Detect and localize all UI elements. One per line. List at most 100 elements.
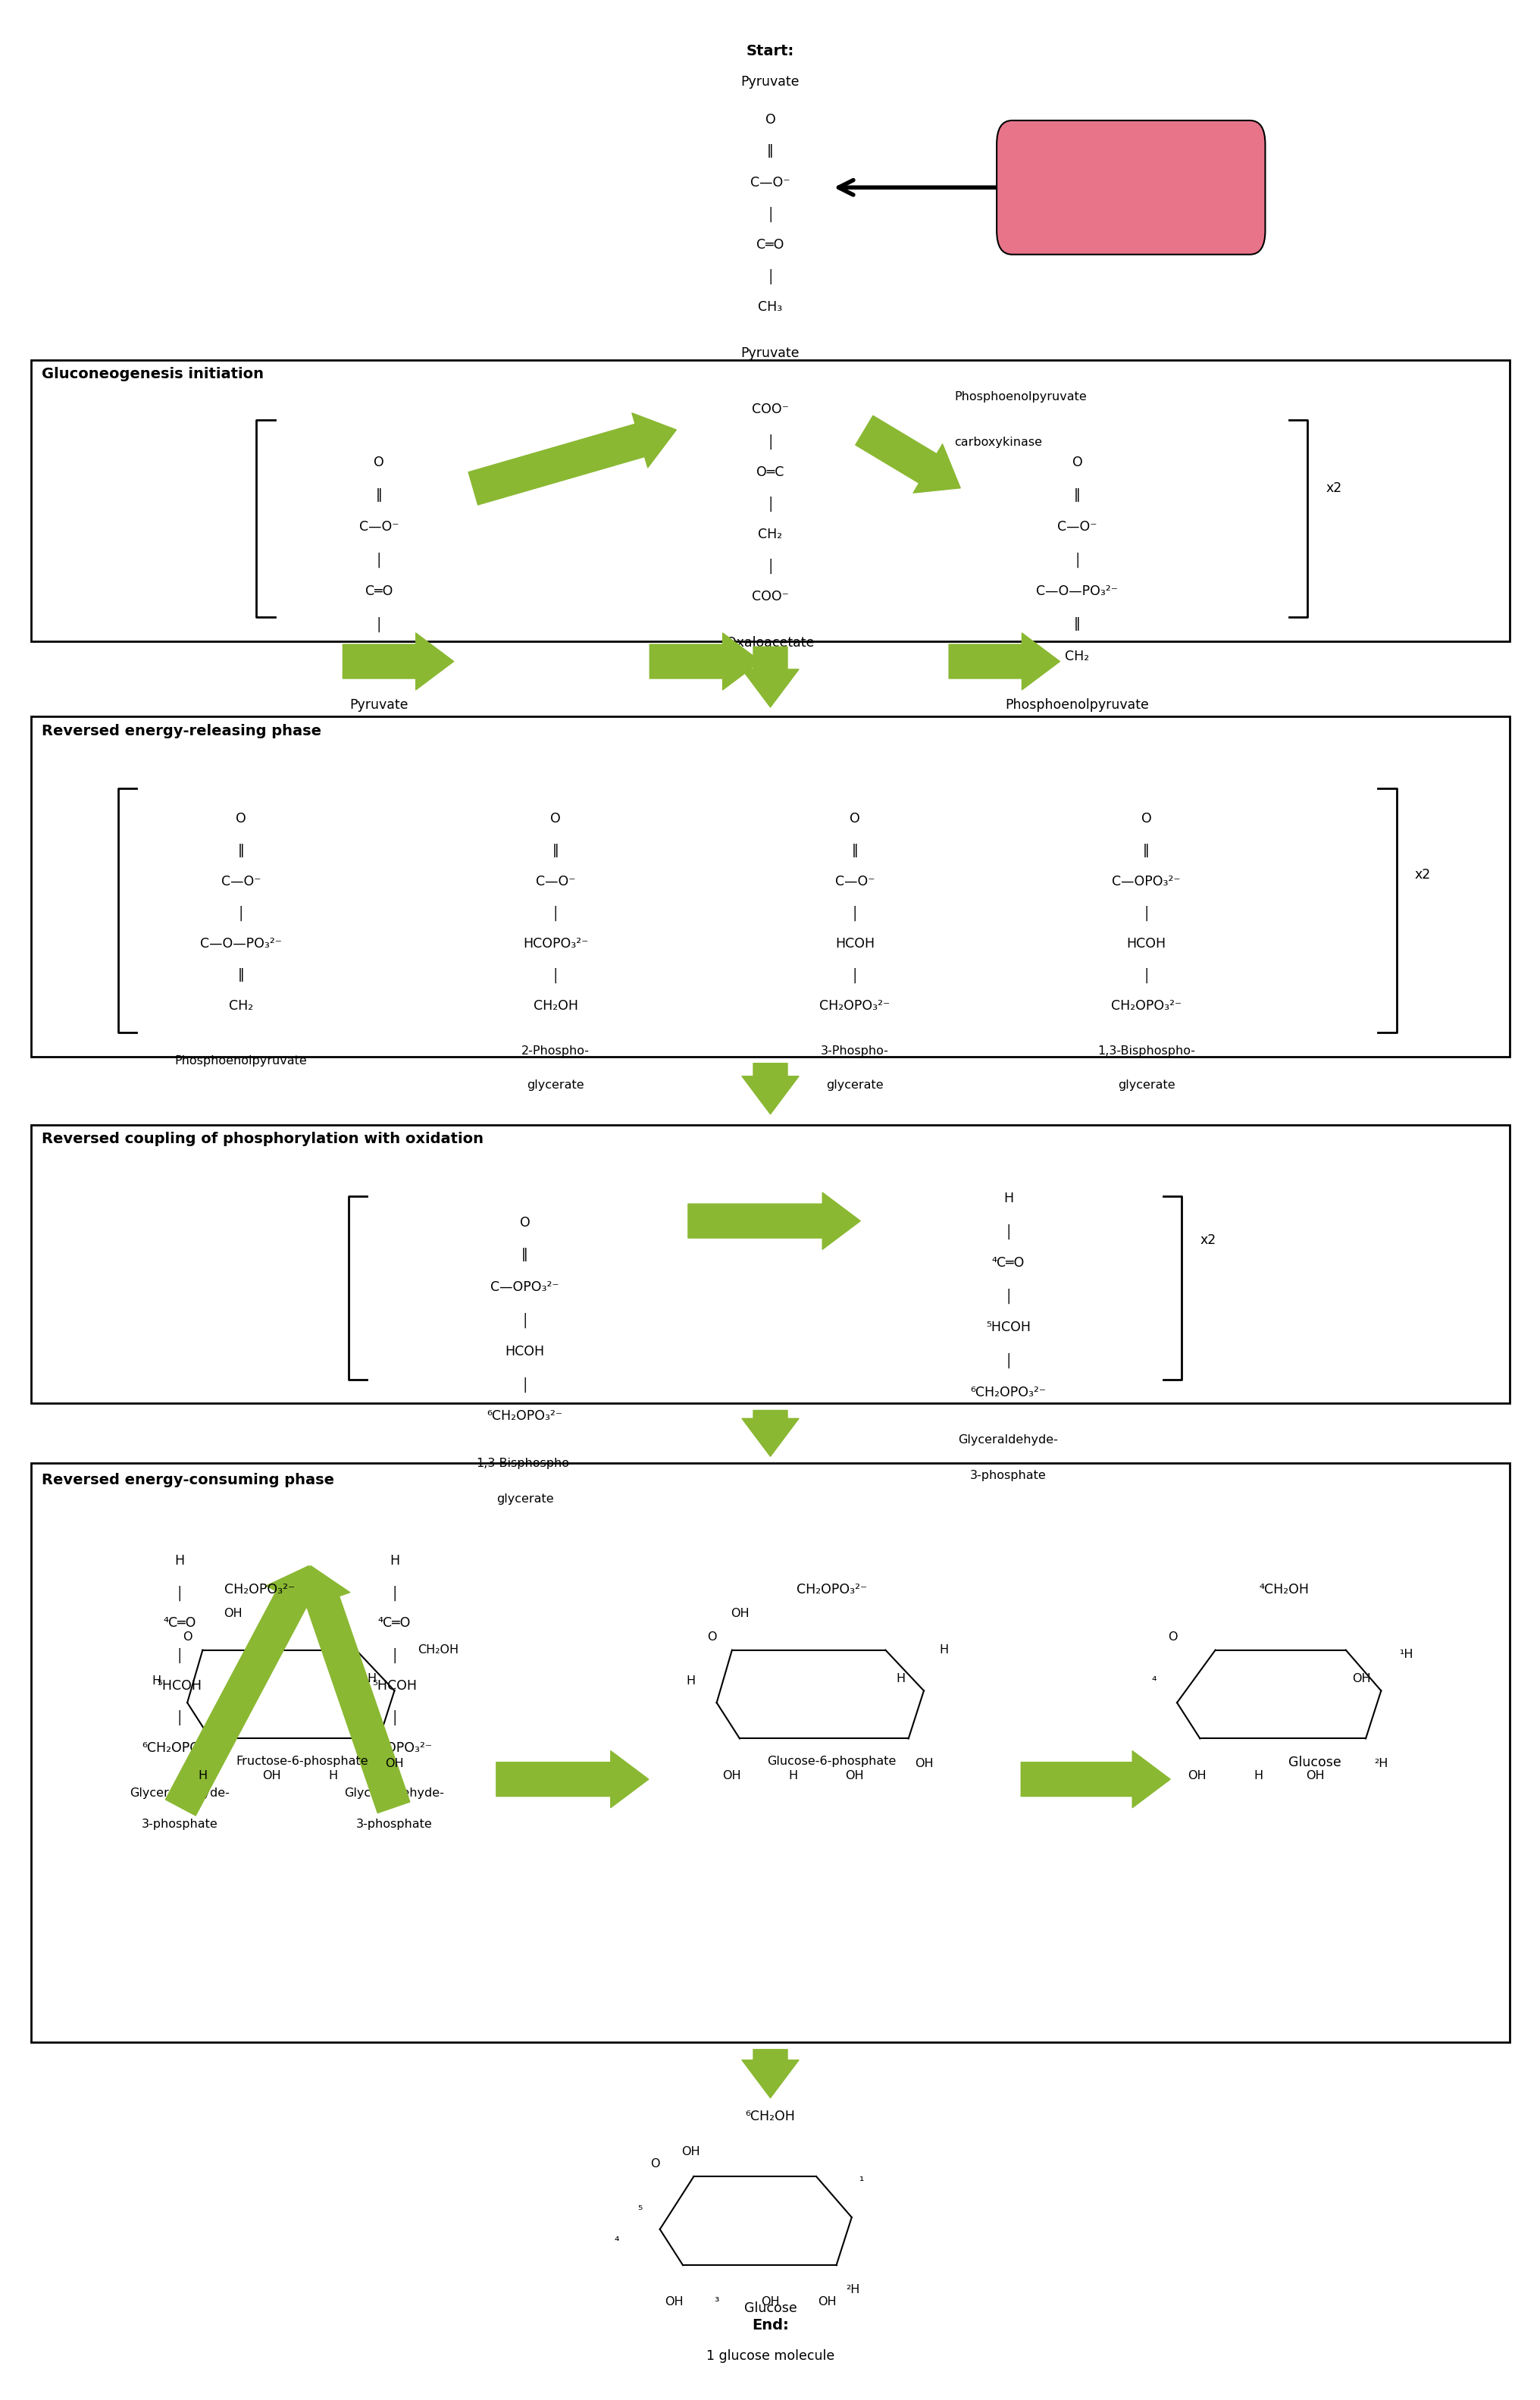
Text: C—OPO₃²⁻: C—OPO₃²⁻ [1112,874,1180,888]
Text: Pyruvate: Pyruvate [741,346,799,360]
Text: glycerate: glycerate [825,1080,882,1092]
Text: OH: OH [818,2297,836,2309]
Text: CH₂OPO₃²⁻: CH₂OPO₃²⁻ [1110,998,1181,1013]
Text: Pyruvate: Pyruvate [350,698,408,710]
Text: Glyceraldehyde-: Glyceraldehyde- [345,1788,444,1800]
Text: glycerate: glycerate [496,1493,553,1505]
Text: Glucose-6-phosphate: Glucose-6-phosphate [767,1754,896,1766]
Text: ‖: ‖ [237,842,245,857]
Text: │: │ [521,1313,528,1327]
Text: ⁶CH₂OH: ⁶CH₂OH [745,2110,795,2124]
Text: ⁴: ⁴ [614,2234,619,2246]
Text: HCOH: HCOH [505,1344,544,1358]
Text: HCOH: HCOH [1126,936,1166,950]
Text: 3-phosphate: 3-phosphate [142,1819,217,1831]
Text: C—O⁻: C—O⁻ [1056,521,1096,533]
Text: ⁴C═O: ⁴C═O [377,1618,411,1630]
Text: 3-Phospho-: 3-Phospho- [821,1046,889,1056]
Text: C—O⁻: C—O⁻ [536,874,574,888]
Text: OH: OH [681,2146,699,2158]
Text: │: │ [850,905,858,922]
Text: │: │ [765,206,775,221]
Text: OH: OH [1351,1673,1369,1685]
Text: ⁵: ⁵ [638,2206,642,2215]
Text: Oxaloacetate: Oxaloacetate [725,636,815,650]
Text: │: │ [237,905,245,922]
Text: Reversed coupling of phosphorylation with oxidation: Reversed coupling of phosphorylation wit… [42,1133,484,1147]
Text: OH: OH [262,1769,280,1781]
Text: Phosphoenolpyruvate: Phosphoenolpyruvate [1004,698,1149,710]
Text: ‖: ‖ [376,487,382,502]
Text: ⁴C═O: ⁴C═O [163,1618,196,1630]
Text: CH₂OH: CH₂OH [533,998,578,1013]
Text: C—O⁻: C—O⁻ [750,175,790,190]
Text: │: │ [176,1709,183,1726]
Text: Glyceraldehyde-: Glyceraldehyde- [129,1788,229,1800]
Text: O: O [1167,1632,1177,1644]
Text: Glucose: Glucose [744,2302,796,2314]
Text: CH₂OPO₃²⁻: CH₂OPO₃²⁻ [819,998,890,1013]
Text: │: │ [551,905,559,922]
Text: O: O [236,811,246,826]
Text: │: │ [176,1649,183,1663]
Text: │: │ [176,1586,183,1601]
Text: │: │ [374,617,383,634]
Text: O: O [519,1214,530,1229]
Text: OH: OH [722,1769,741,1781]
Text: ⁶CH₂OPO₃²⁻: ⁶CH₂OPO₃²⁻ [970,1385,1046,1399]
Text: CH₃: CH₃ [367,650,391,662]
Text: ⁵HCOH: ⁵HCOH [157,1678,202,1692]
Text: OH: OH [1187,1769,1206,1781]
Text: │: │ [1004,1224,1012,1238]
Text: OH: OH [915,1757,933,1769]
Text: C—O—PO₃²⁻: C—O—PO₃²⁻ [200,936,282,950]
Text: O: O [849,811,859,826]
Text: carboxykinase: carboxykinase [955,437,1043,449]
Text: │: │ [1141,905,1150,922]
Text: x2: x2 [1200,1234,1215,1248]
Text: ⁵HCOH: ⁵HCOH [986,1320,1030,1334]
Text: CH₂OPO₃²⁻: CH₂OPO₃²⁻ [223,1584,294,1596]
Text: O: O [707,1632,716,1644]
Text: CH₂: CH₂ [1064,650,1089,662]
Text: Reversed energy-releasing phase: Reversed energy-releasing phase [42,725,320,739]
Text: ²H: ²H [845,2285,859,2297]
Text: ⁶CH₂OPO₃²⁻: ⁶CH₂OPO₃²⁻ [487,1409,562,1423]
Text: │: │ [390,1586,399,1601]
Text: H: H [367,1673,376,1685]
Text: x2: x2 [1326,482,1341,494]
Text: ⁴C═O: ⁴C═O [992,1255,1024,1270]
Text: CH₃: CH₃ [758,300,782,314]
Text: OH: OH [761,2297,779,2309]
Text: ‖: ‖ [1143,842,1149,857]
Text: 1,3-Bisphospho-: 1,3-Bisphospho- [476,1457,573,1469]
Text: ¹H: ¹H [1398,1649,1412,1661]
Text: OH: OH [385,1757,403,1769]
Text: Phosphoenolpyruvate: Phosphoenolpyruvate [174,1056,306,1066]
Text: C—OPO₃²⁻: C—OPO₃²⁻ [490,1279,559,1294]
Text: COO⁻: COO⁻ [752,403,788,418]
Text: HCOPO₃²⁻: HCOPO₃²⁻ [522,936,588,950]
Text: ‖: ‖ [852,842,858,857]
Text: ‖: ‖ [522,1248,528,1262]
Text: O: O [1141,811,1150,826]
Text: 2-Phospho-: 2-Phospho- [521,1046,590,1056]
Text: H: H [152,1675,162,1687]
Text: H: H [390,1555,399,1567]
Text: H: H [1254,1769,1263,1781]
Text: End:: End: [752,2318,788,2333]
Text: Pyruvate: Pyruvate [741,74,799,89]
Text: OH: OH [664,2297,682,2309]
Text: Lactic acid: Lactic acid [1086,156,1175,170]
Text: ‖: ‖ [1073,617,1080,631]
Text: OH: OH [1304,1769,1324,1781]
Text: ‖: ‖ [237,967,245,982]
Bar [31,1464,1509,2042]
Text: H: H [199,1769,206,1781]
Text: H: H [788,1769,798,1781]
Text: ³: ³ [715,2297,719,2309]
Text: │: │ [390,1649,399,1663]
Text: ‖: ‖ [1073,487,1080,502]
Text: │: │ [1141,967,1150,984]
Text: H: H [1003,1193,1013,1205]
